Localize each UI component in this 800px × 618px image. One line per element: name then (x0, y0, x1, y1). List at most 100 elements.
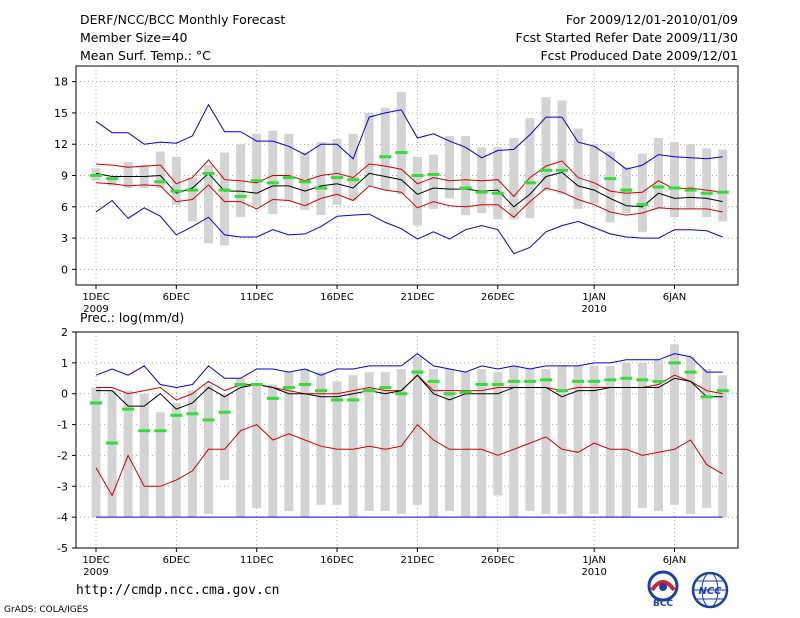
observed-marker (298, 180, 311, 184)
max-line (95, 352, 723, 389)
observed-marker (298, 382, 311, 386)
spread-bar (220, 152, 230, 246)
spread-bar (348, 133, 358, 201)
started-date: Fcst Started Refer Date 2009/11/30 (515, 30, 739, 45)
bcc-logo-text: BCC (653, 599, 673, 608)
spread-bar (91, 387, 101, 518)
spread-bar (123, 390, 133, 518)
observed-marker (620, 188, 633, 192)
spread-bar (268, 384, 278, 518)
y-tick-label: 1 (61, 357, 68, 370)
observed-marker (604, 177, 617, 181)
x-tick-label: 1JAN (582, 555, 605, 566)
spread-bar (364, 112, 374, 186)
spread-bar (364, 372, 374, 511)
chart-panel-temp: 0 3 6 9 12 15 18 1DEC 6DEC 11DEC 16DEC 21DEC 26DEC 1J… (54, 65, 739, 315)
spread-bar (380, 372, 390, 511)
observed-marker (314, 186, 327, 190)
observed-marker (138, 429, 151, 433)
observed-marker (202, 418, 215, 422)
spread-bar (621, 362, 631, 518)
spread-bar (541, 97, 551, 192)
spread-bar (187, 390, 197, 518)
y-tick-label: 0 (61, 388, 68, 401)
spread-bar (525, 369, 535, 511)
x-year-label: 2009 (83, 304, 108, 315)
observed-marker (716, 389, 729, 393)
spread-bar (509, 365, 519, 518)
observed-marker (491, 191, 504, 195)
plot-frame (75, 331, 739, 549)
upper-percentile-line (95, 159, 723, 198)
spread-bar (509, 137, 519, 220)
variable-label-temp: Mean Surf. Temp.: °C (80, 48, 211, 63)
x-tick-label: 1JAN (582, 292, 605, 303)
spread-bar (380, 107, 390, 191)
spread-bar (412, 156, 422, 226)
x-year-label: 2009 (83, 567, 108, 578)
spread-bar (718, 149, 728, 222)
y-tick-label: 6 (61, 201, 68, 214)
x-tick-label: 11DEC (240, 292, 274, 303)
source-url[interactable]: http://cmdp.ncc.cma.gov.cn (76, 583, 280, 598)
spread-bar (155, 151, 165, 189)
observed-marker (347, 178, 360, 182)
observed-marker (411, 174, 424, 177)
observed-marker (90, 401, 102, 405)
y-tick-label: 3 (61, 232, 68, 245)
ensemble-mean-line (95, 171, 723, 208)
spread-bar (477, 369, 487, 518)
y-tick-label: -2 (57, 449, 68, 462)
observed-marker (411, 370, 424, 374)
observed-marker (652, 185, 665, 189)
observed-marker (379, 386, 392, 390)
spread-bar (670, 344, 680, 505)
spread-bar (332, 381, 342, 505)
observed-marker (604, 378, 617, 382)
spread-bar (236, 378, 246, 518)
spread-bar (573, 365, 583, 518)
x-tick-label: 16DEC (320, 555, 354, 566)
ncc-logo: NCC (691, 571, 729, 609)
member-size-label: Member Size=40 (80, 30, 188, 45)
observed-marker (234, 382, 247, 386)
observed-marker (572, 379, 585, 383)
x-tick-label: 26DEC (481, 555, 515, 566)
spread-bar (316, 372, 326, 505)
observed-marker (266, 181, 279, 185)
variable-label-prec: Prec.: log(mm/d) (80, 310, 184, 325)
observed-marker (250, 382, 263, 386)
x-tick-label: 16DEC (320, 292, 354, 303)
forecast-title: DERF/NCC/BCC Monthly Forecast (80, 12, 286, 27)
observed-marker (395, 151, 408, 155)
observed-marker (282, 176, 295, 180)
observed-marker (475, 382, 488, 386)
observed-marker (523, 181, 536, 185)
observed-marker (154, 429, 167, 433)
y-tick-label: 0 (61, 263, 68, 276)
observed-marker (507, 379, 520, 383)
spread-bar (139, 393, 149, 518)
spread-bar (171, 402, 181, 518)
observed-marker (331, 176, 344, 180)
observed-marker (331, 398, 344, 402)
spread-bar (718, 375, 728, 518)
observed-marker (186, 412, 199, 416)
spread-bar (428, 369, 438, 518)
x-tick-label: 6JAN (663, 555, 686, 566)
spread-bar (686, 144, 696, 209)
spread-bar (348, 375, 358, 518)
spread-bar (252, 133, 262, 207)
spread-bar (589, 365, 599, 515)
observed-marker (347, 398, 360, 402)
spread-bar (653, 359, 663, 511)
observed-marker (539, 378, 552, 382)
observed-marker (716, 190, 729, 194)
spread-bar (300, 369, 310, 518)
min-line (95, 199, 723, 255)
observed-marker (556, 168, 569, 172)
spread-bar (268, 130, 278, 215)
y-tick-label: 12 (54, 138, 68, 151)
